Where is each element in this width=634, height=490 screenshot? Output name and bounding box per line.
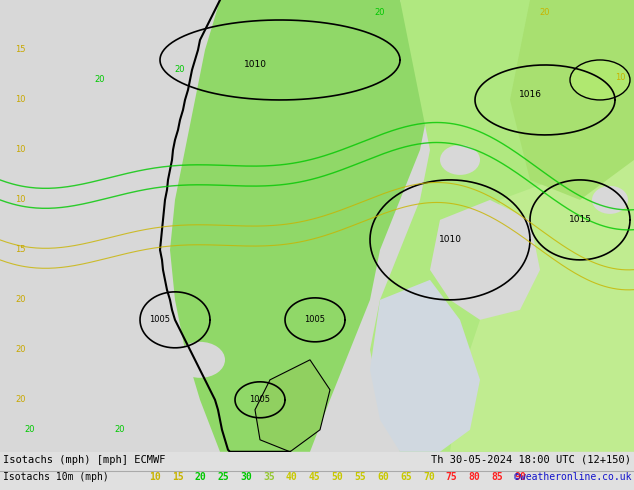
- Polygon shape: [255, 360, 330, 452]
- Text: 1010: 1010: [243, 60, 266, 70]
- Text: 15: 15: [15, 245, 25, 254]
- Text: 10: 10: [615, 73, 625, 82]
- Polygon shape: [450, 150, 634, 452]
- Ellipse shape: [140, 408, 170, 432]
- Polygon shape: [370, 0, 634, 452]
- Polygon shape: [370, 280, 480, 452]
- Text: Isotachs 10m (mph): Isotachs 10m (mph): [3, 472, 109, 482]
- Text: 80: 80: [469, 472, 480, 482]
- Text: 60: 60: [377, 472, 389, 482]
- Text: 75: 75: [446, 472, 458, 482]
- Text: 35: 35: [263, 472, 275, 482]
- Ellipse shape: [550, 100, 610, 140]
- Text: 20: 20: [15, 395, 25, 404]
- Text: 85: 85: [491, 472, 503, 482]
- Text: 90: 90: [514, 472, 526, 482]
- Text: 10: 10: [15, 146, 25, 154]
- Text: 20: 20: [195, 472, 207, 482]
- Text: 20: 20: [540, 8, 550, 17]
- Ellipse shape: [592, 186, 628, 214]
- Text: 1016: 1016: [519, 91, 541, 99]
- Text: 1015: 1015: [569, 216, 592, 224]
- Text: 1010: 1010: [439, 235, 462, 245]
- Text: 15: 15: [15, 46, 25, 54]
- Text: 20: 20: [15, 345, 25, 354]
- Ellipse shape: [175, 342, 225, 378]
- Text: 20: 20: [175, 66, 185, 74]
- Polygon shape: [170, 0, 430, 452]
- Text: 25: 25: [217, 472, 230, 482]
- Text: 15: 15: [172, 472, 184, 482]
- Text: ©weatheronline.co.uk: ©weatheronline.co.uk: [514, 472, 631, 482]
- Text: 10: 10: [149, 472, 161, 482]
- Text: 10: 10: [15, 96, 25, 104]
- Text: 30: 30: [240, 472, 252, 482]
- Text: 50: 50: [332, 472, 344, 482]
- Text: 20: 20: [15, 295, 25, 304]
- Text: 1005: 1005: [250, 395, 271, 404]
- Text: 20: 20: [375, 8, 385, 17]
- Text: 40: 40: [286, 472, 298, 482]
- Text: Isotachs (mph) [mph] ECMWF: Isotachs (mph) [mph] ECMWF: [3, 455, 165, 465]
- Text: 20: 20: [25, 425, 36, 434]
- Text: 10: 10: [15, 196, 25, 204]
- Polygon shape: [430, 200, 540, 320]
- Text: 20: 20: [115, 425, 126, 434]
- Ellipse shape: [440, 145, 480, 175]
- Text: 1005: 1005: [304, 316, 325, 324]
- Text: Th 30-05-2024 18:00 UTC (12+150): Th 30-05-2024 18:00 UTC (12+150): [431, 455, 631, 465]
- Bar: [0, 0, 200, 452]
- Text: 1005: 1005: [149, 316, 170, 324]
- Text: 20: 20: [94, 75, 105, 84]
- Text: 55: 55: [354, 472, 366, 482]
- Text: 45: 45: [309, 472, 321, 482]
- Text: 65: 65: [400, 472, 412, 482]
- Text: 70: 70: [423, 472, 435, 482]
- Ellipse shape: [570, 60, 630, 100]
- Polygon shape: [510, 0, 634, 200]
